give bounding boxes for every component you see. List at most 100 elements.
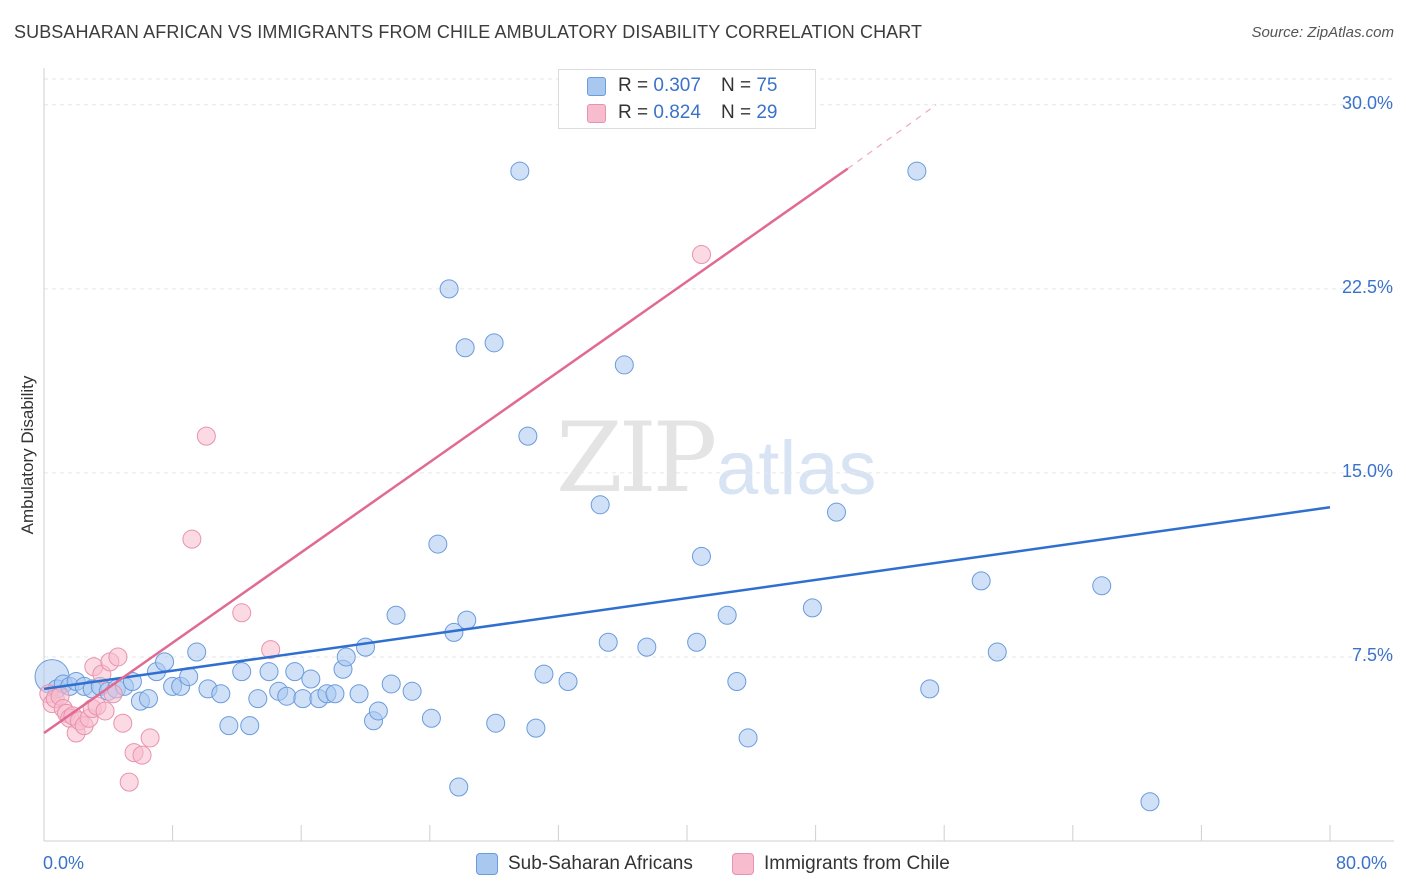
point-sub-saharan xyxy=(439,279,459,299)
legend-item-chile: Immigrants from Chile xyxy=(732,852,950,876)
legend-row-chile: R = 0.824 N = 29 xyxy=(587,101,777,125)
point-sub-saharan xyxy=(590,495,610,515)
point-chile xyxy=(140,728,160,748)
point-sub-saharan xyxy=(138,689,158,709)
point-sub-saharan xyxy=(558,671,578,691)
point-sub-saharan xyxy=(349,684,369,704)
point-chile xyxy=(108,647,128,667)
legend-swatch-blue xyxy=(476,853,498,875)
point-sub-saharan xyxy=(285,662,305,682)
point-chile xyxy=(113,713,133,733)
point-sub-saharan xyxy=(637,637,657,657)
point-sub-saharan xyxy=(240,716,260,736)
point-chile xyxy=(95,701,115,721)
legend-r-value: 0.824 xyxy=(653,102,701,123)
point-sub-saharan xyxy=(717,605,737,625)
legend-r-value: 0.307 xyxy=(653,75,701,96)
legend-n-label: N = xyxy=(720,102,752,123)
legend-label-chile: Immigrants from Chile xyxy=(764,853,950,874)
point-sub-saharan xyxy=(421,708,441,728)
legend-item-sub-saharan: Sub-Saharan Africans xyxy=(476,852,693,876)
trend-line-chile xyxy=(43,167,849,735)
point-sub-saharan xyxy=(277,686,297,706)
y-tick-label: 15.0% xyxy=(1341,460,1393,481)
point-sub-saharan xyxy=(907,161,927,181)
point-chile xyxy=(261,640,281,660)
y-tick-label: 7.5% xyxy=(1351,644,1393,665)
point-sub-saharan xyxy=(802,598,822,618)
point-chile xyxy=(232,603,252,623)
legend-swatch-pink xyxy=(732,853,754,875)
x-tick-label-max: 80.0% xyxy=(1336,853,1388,873)
correlation-legend: R = 0.307 N = 75 R = 0.824 N = 29 xyxy=(558,69,816,129)
point-sub-saharan xyxy=(293,689,313,709)
chart-title: SUBSAHARAN AFRICAN VS IMMIGRANTS FROM CH… xyxy=(14,22,923,42)
trend-line-chile-extension xyxy=(847,104,937,170)
trend-line-sub-saharan xyxy=(43,506,1331,691)
point-sub-saharan xyxy=(738,728,758,748)
grid-lines xyxy=(44,78,1394,658)
point-sub-saharan xyxy=(1140,792,1160,812)
point-sub-saharan xyxy=(1092,576,1112,596)
point-sub-saharan xyxy=(455,338,475,358)
point-sub-saharan xyxy=(687,632,707,652)
point-sub-saharan xyxy=(211,684,231,704)
legend-r-label: R = xyxy=(618,75,649,96)
point-sub-saharan xyxy=(727,671,747,691)
point-sub-saharan xyxy=(428,534,448,554)
trend-lines xyxy=(43,104,1331,735)
chart-source: Source: ZipAtlas.com xyxy=(1251,24,1394,41)
point-sub-saharan xyxy=(457,610,477,630)
point-sub-saharan xyxy=(155,652,175,672)
point-sub-saharan xyxy=(232,662,252,682)
point-sub-saharan xyxy=(336,647,356,667)
point-sub-saharan xyxy=(826,502,846,522)
watermark-atlas: atlas xyxy=(716,426,877,511)
watermark-zip: ZIP xyxy=(556,402,717,514)
legend-swatch-blue xyxy=(587,76,606,96)
x-tick-label-min: 0.0% xyxy=(43,853,85,873)
point-sub-saharan xyxy=(534,664,554,684)
point-sub-saharan xyxy=(691,546,711,566)
legend-n-label: N = xyxy=(720,75,752,96)
point-chile xyxy=(691,245,711,265)
point-sub-saharan xyxy=(449,777,469,797)
point-sub-saharan xyxy=(510,161,530,181)
point-sub-saharan xyxy=(356,637,375,657)
point-sub-saharan xyxy=(402,681,422,701)
point-sub-saharan xyxy=(614,355,634,375)
y-tick-label: 22.5% xyxy=(1341,276,1393,297)
legend-row-sub-saharan: R = 0.307 N = 75 xyxy=(587,74,777,98)
legend-n-value: 29 xyxy=(756,102,778,123)
point-sub-saharan xyxy=(187,642,207,662)
legend-n-value: 75 xyxy=(756,75,778,96)
point-sub-saharan xyxy=(301,669,321,689)
point-sub-saharan xyxy=(219,716,239,736)
axes xyxy=(43,68,1394,842)
point-chile xyxy=(132,745,152,765)
point-chile xyxy=(196,426,216,446)
point-sub-saharan xyxy=(386,605,406,625)
point-sub-saharan xyxy=(486,713,506,733)
point-chile xyxy=(182,529,202,549)
point-sub-saharan xyxy=(598,632,618,652)
point-sub-saharan xyxy=(987,642,1007,662)
point-sub-saharan xyxy=(518,426,538,446)
legend-r-label: R = xyxy=(618,102,649,123)
point-sub-saharan xyxy=(259,662,279,682)
point-sub-saharan xyxy=(381,674,401,694)
y-tick-label: 30.0% xyxy=(1341,92,1393,113)
point-sub-saharan xyxy=(368,701,388,721)
series-legend: Sub-Saharan Africans Immigrants from Chi… xyxy=(0,852,1406,878)
point-sub-saharan xyxy=(971,571,991,591)
point-chile xyxy=(119,772,139,792)
data-points xyxy=(34,161,1160,812)
legend-swatch-pink xyxy=(587,103,606,123)
legend-label-sub-saharan: Sub-Saharan Africans xyxy=(508,853,693,874)
point-sub-saharan xyxy=(325,684,345,704)
point-sub-saharan xyxy=(248,689,268,709)
point-sub-saharan xyxy=(526,718,546,738)
point-sub-saharan xyxy=(920,679,940,699)
point-sub-saharan xyxy=(484,333,504,353)
